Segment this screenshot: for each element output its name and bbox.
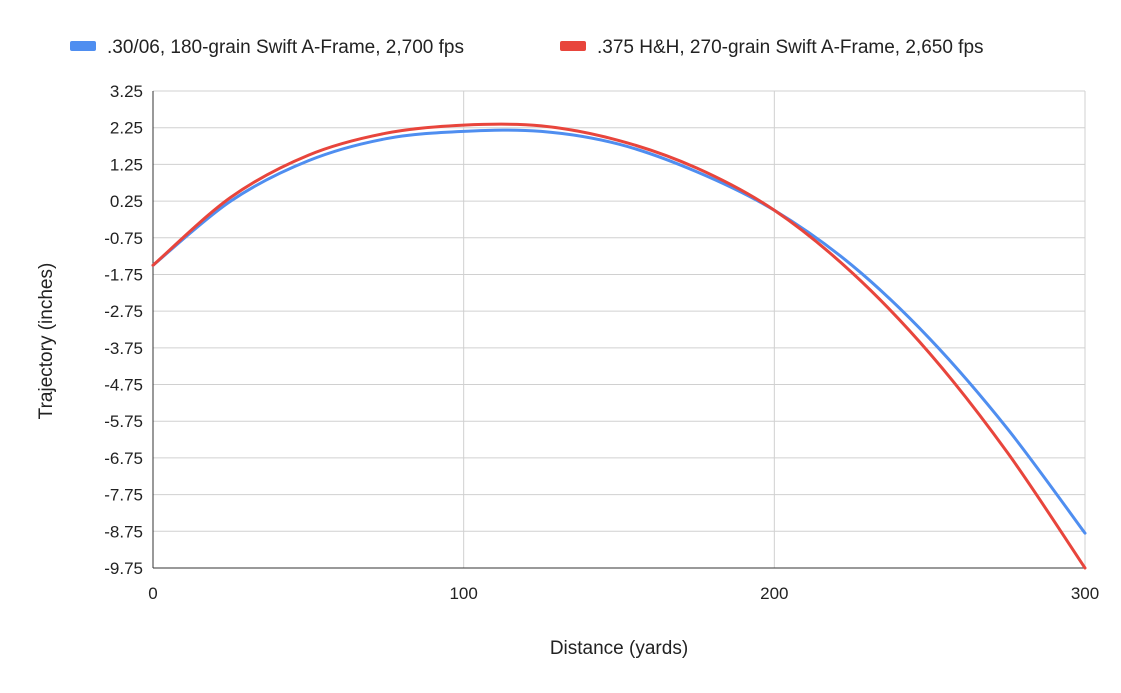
x-axis-title: Distance (yards) — [550, 638, 688, 659]
y-tick-label: -3.75 — [104, 339, 143, 358]
y-tick-label: -6.75 — [104, 449, 143, 468]
legend-swatch-1 — [70, 41, 96, 51]
y-tick-label: -8.75 — [104, 522, 143, 541]
x-axis-ticks: 0 100 200 300 — [148, 584, 1099, 603]
y-tick-label: -5.75 — [104, 412, 143, 431]
legend-swatch-2 — [560, 41, 586, 51]
y-tick-label: 0.25 — [110, 192, 143, 211]
series-lines — [151, 122, 1087, 570]
y-tick-label: -7.75 — [104, 486, 143, 505]
x-tick-label: 200 — [760, 584, 788, 603]
y-tick-label: 2.25 — [110, 119, 143, 138]
y-tick-label: -4.75 — [104, 376, 143, 395]
legend-label-1: .30/06, 180-grain Swift A-Frame, 2,700 f… — [107, 37, 464, 58]
x-tick-label: 0 — [148, 584, 157, 603]
y-tick-label: -1.75 — [104, 265, 143, 284]
legend-label-2: .375 H&H, 270-grain Swift A-Frame, 2,650… — [597, 37, 984, 58]
y-axis-ticks: 3.25 2.25 1.25 0.25 -0.75 -1.75 -2.75 -3.75 -4.7… — [104, 82, 143, 578]
y-tick-label: -2.75 — [104, 302, 143, 321]
y-tick-label: 3.25 — [110, 82, 143, 101]
x-tick-label: 100 — [449, 584, 477, 603]
series-line-1 — [151, 128, 1087, 535]
x-tick-label: 300 — [1071, 584, 1099, 603]
series-line-2 — [151, 122, 1087, 570]
grid — [152, 90, 1086, 569]
y-tick-label: 1.25 — [110, 155, 143, 174]
y-axis-title: Trajectory (inches) — [36, 263, 57, 420]
y-tick-label: -0.75 — [104, 229, 143, 248]
legend: .30/06, 180-grain Swift A-Frame, 2,700 f… — [70, 37, 984, 58]
y-tick-label: -9.75 — [104, 559, 143, 578]
